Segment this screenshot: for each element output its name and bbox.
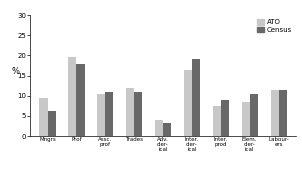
Bar [250,94,258,136]
Legend: ATO, Census: ATO, Census [256,19,293,33]
Bar [271,90,279,136]
Bar [184,70,192,136]
Bar [134,92,142,136]
Bar [97,94,105,136]
Bar [105,92,113,136]
Bar [47,111,56,136]
Bar [40,98,47,136]
Bar [68,57,76,136]
Y-axis label: %: % [12,67,20,76]
Bar [126,88,134,136]
Bar [192,60,200,136]
Bar [242,102,250,136]
Bar [76,64,85,136]
Bar [155,120,163,136]
Bar [213,106,221,136]
Bar [221,100,229,136]
Bar [279,90,287,136]
Bar [163,123,171,136]
